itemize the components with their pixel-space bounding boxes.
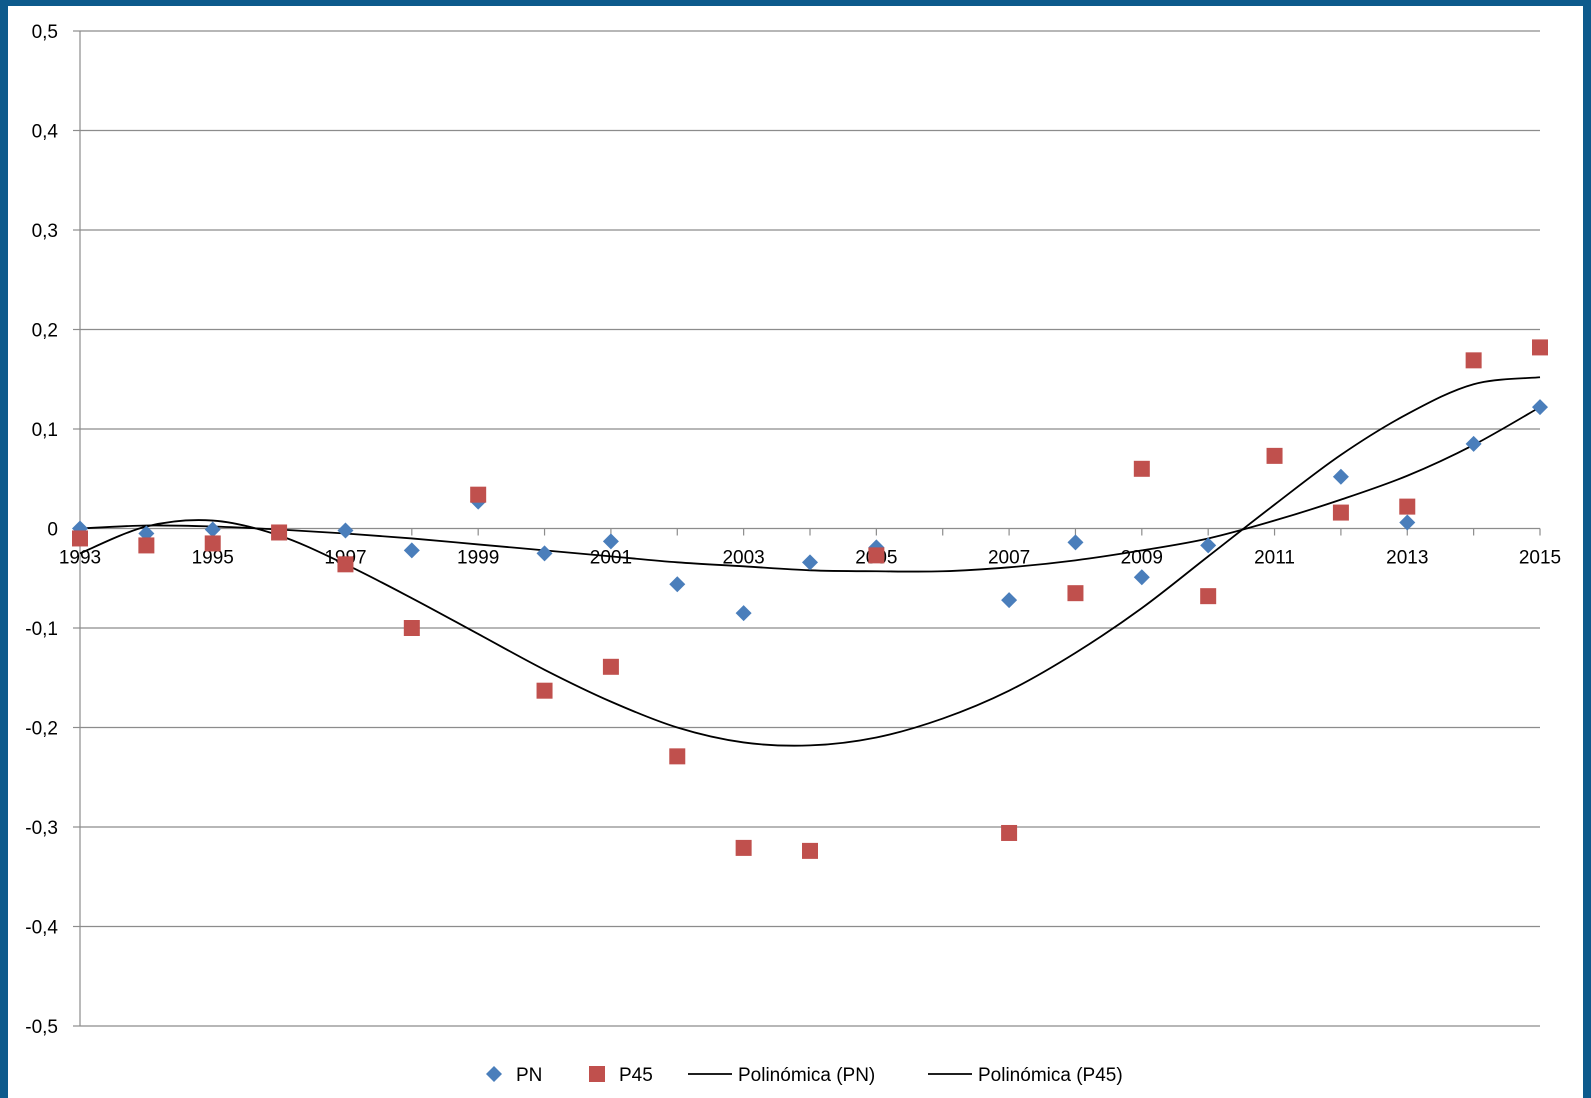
pn-point [1067, 534, 1084, 551]
p45-point [337, 556, 354, 573]
y-tick-label: -0,4 [25, 918, 58, 939]
pn-point [802, 554, 818, 571]
p45-point [1332, 504, 1349, 521]
x-tick-label: 1999 [457, 548, 499, 569]
x-tick-label: 1993 [59, 548, 101, 569]
legend-label: Polinómica (P45) [978, 1065, 1123, 1086]
p45-point [868, 547, 885, 564]
p45-point [1067, 585, 1084, 602]
p45-point [204, 535, 221, 552]
legend-label: P45 [619, 1065, 653, 1086]
y-tick-label: -0,3 [25, 818, 58, 839]
p45-point [1399, 498, 1416, 515]
x-tick-label: 2001 [590, 548, 632, 569]
y-tick-label: 0,1 [32, 420, 58, 441]
pn-point [1133, 569, 1150, 586]
y-tick-label: 0,5 [32, 22, 58, 43]
p45-point [1465, 352, 1482, 369]
x-tick-label: 2003 [722, 548, 764, 569]
legend-item: PN [486, 1065, 542, 1086]
pn-point [204, 521, 221, 538]
y-axis-tick-labels: 0,5 0,4 0,3 0,2 0,1 0 -0,1 -0,2 -0,3 -0,4 -0,5 [25, 22, 58, 1038]
trend-line-2 [79, 406, 1541, 573]
x-tick-label: 2011 [1254, 548, 1295, 569]
legend-item: P45 [589, 1065, 653, 1086]
pn-point [536, 545, 553, 562]
p45-point [802, 842, 818, 859]
y-tick-label: 0,4 [32, 122, 59, 143]
legend-diamond-marker [486, 1066, 502, 1082]
p45-point [403, 620, 420, 636]
p45-point [470, 486, 487, 503]
p45-point [1001, 824, 1018, 841]
x-tick-label: 2015 [1519, 548, 1561, 569]
p45-point [1133, 460, 1150, 477]
y-tick-label: 0,2 [32, 321, 58, 342]
p45-point [735, 839, 752, 856]
legend-label: PN [516, 1065, 542, 1086]
p45-point [1200, 588, 1217, 605]
trend-line-3 [79, 376, 1541, 747]
pn-point [1532, 399, 1548, 416]
legend-label: Polinómica (PN) [738, 1065, 875, 1086]
y-tick-label: -0,2 [25, 719, 58, 740]
p45-point [1532, 339, 1548, 356]
x-tick-label: 2013 [1386, 548, 1428, 569]
x-tick-label: 1995 [192, 548, 234, 569]
pn-point [735, 605, 752, 622]
legend-square-marker [589, 1066, 605, 1082]
pn-point [1200, 537, 1217, 554]
p45-point [536, 682, 553, 699]
p45-point [602, 658, 619, 675]
p45-point [1266, 447, 1283, 464]
data-points [72, 339, 1548, 859]
y-tick-label: -0,1 [25, 619, 58, 640]
legend: PN P45 Polinómica (PN) Polinómica (P45) [486, 1065, 1123, 1086]
pn-point [602, 533, 619, 550]
x-tick-label: 2007 [988, 548, 1030, 569]
p45-point [72, 530, 88, 547]
p45-point [669, 748, 686, 765]
p45-point [138, 537, 155, 554]
pn-point [1399, 514, 1416, 531]
pn-point [403, 542, 420, 559]
y-tick-label: 0,3 [32, 221, 58, 242]
y-tick-label: 0 [47, 520, 58, 541]
legend-item: Polinómica (P45) [928, 1065, 1123, 1086]
legend-item: Polinómica (PN) [688, 1065, 875, 1086]
pn-point [337, 522, 354, 539]
pn-point [1001, 592, 1018, 609]
grid-lines [80, 30, 1540, 1027]
y-tick-label: -0,5 [25, 1017, 58, 1038]
pn-point [1332, 468, 1349, 485]
pn-point [1465, 435, 1482, 452]
pn-point [669, 576, 686, 593]
p45-point [271, 524, 288, 541]
